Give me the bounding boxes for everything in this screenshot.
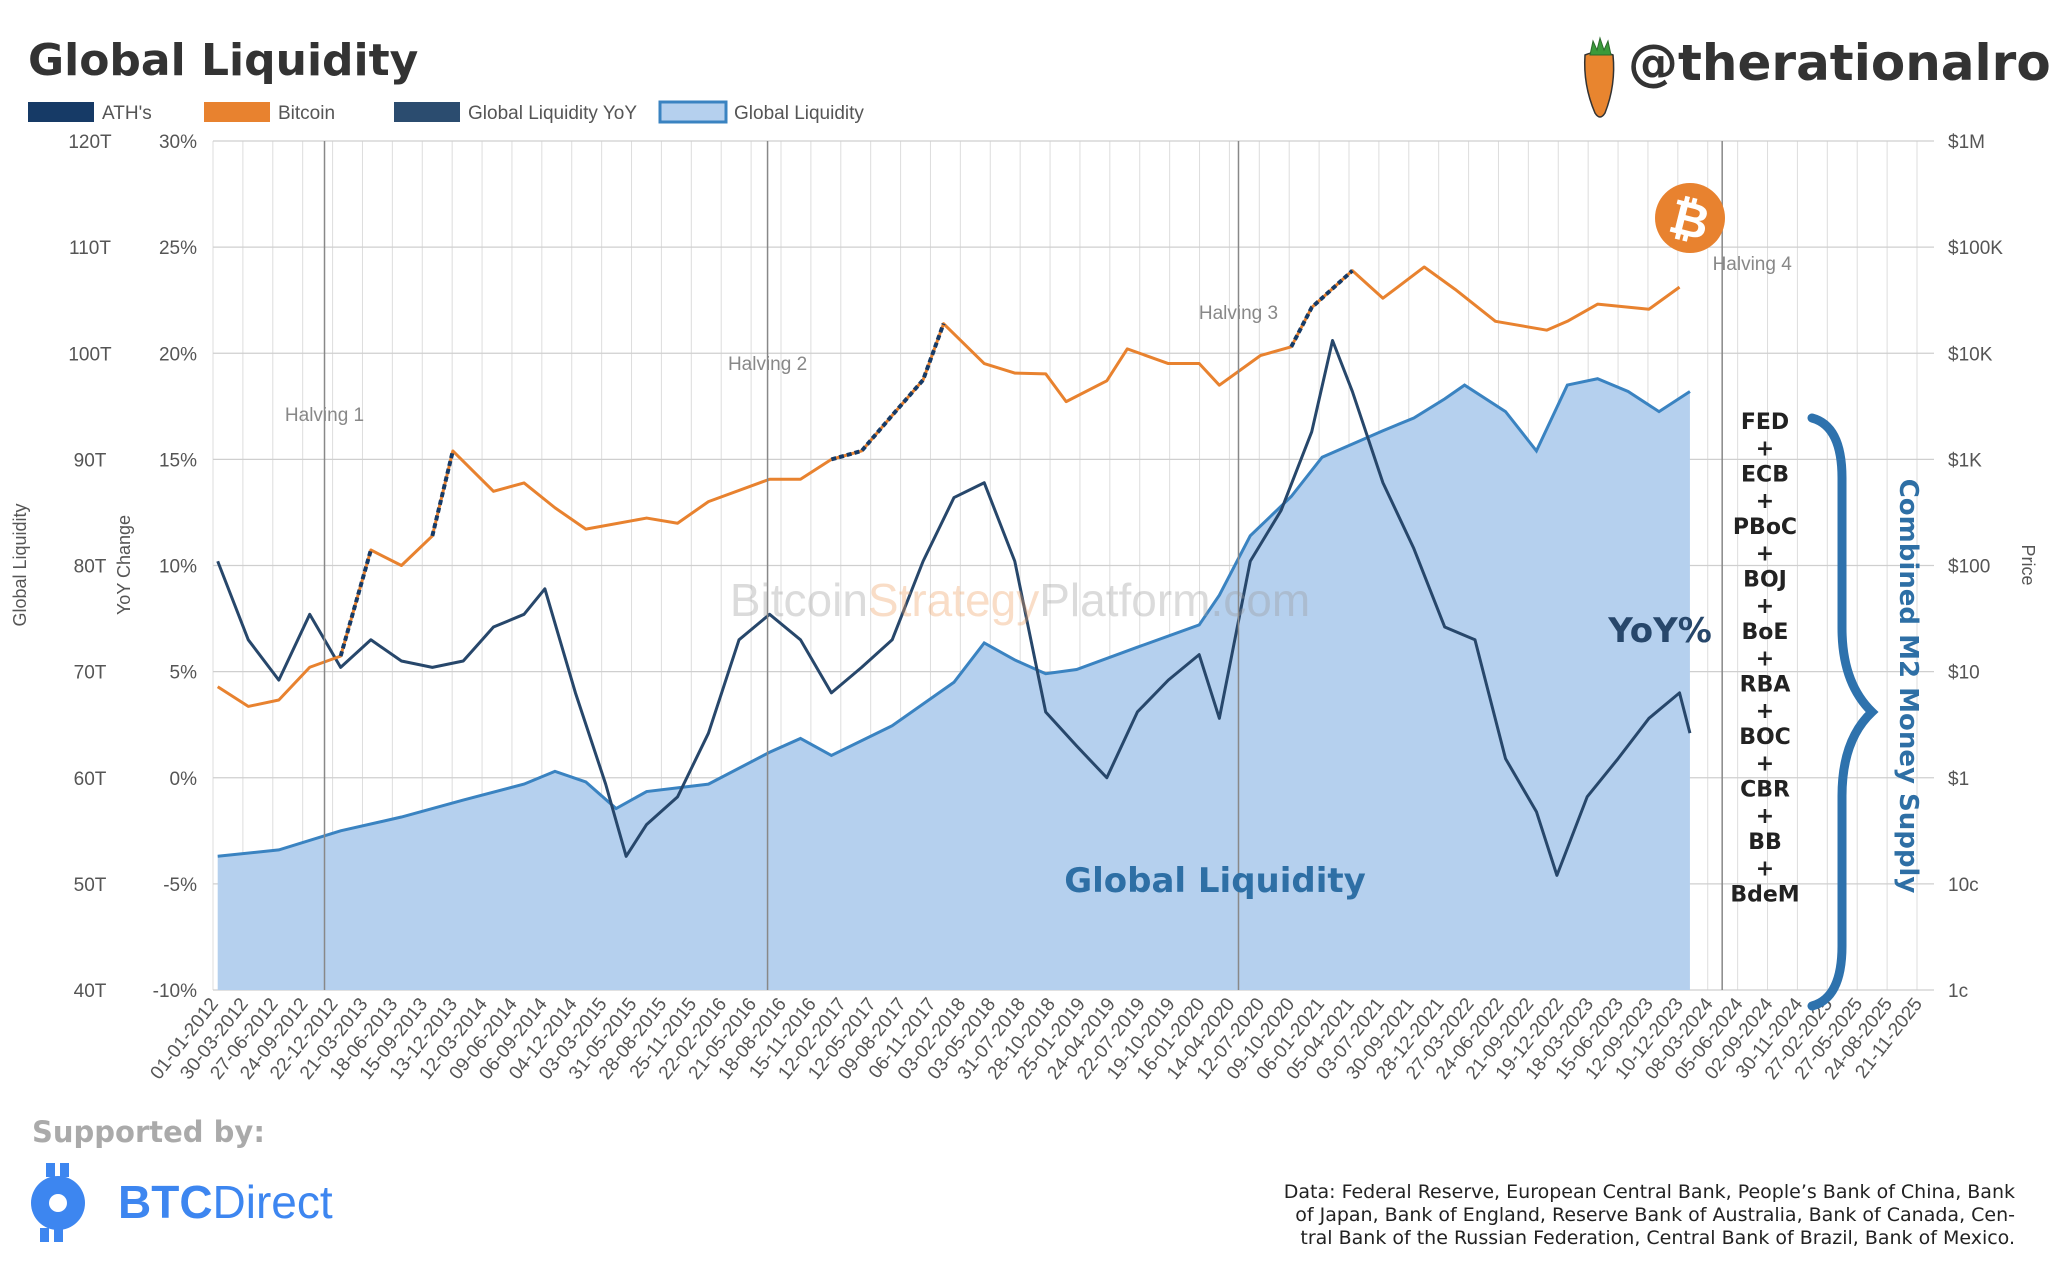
- watermark: BitcoinStrategyPlatform.com: [730, 574, 1310, 626]
- plus-sign: +: [1756, 646, 1774, 671]
- legend-swatch: [394, 102, 460, 122]
- halving-label: Halving 4: [1713, 254, 1793, 275]
- plus-sign: +: [1756, 804, 1774, 829]
- carrot-logo-icon: [1585, 38, 1614, 117]
- bitcoin-logo-icon: ₿: [1655, 183, 1725, 253]
- central-bank-label: CBR: [1740, 778, 1790, 803]
- supported-by-label: Supported by:: [32, 1115, 265, 1149]
- liquidity-tick-label: 60T: [74, 769, 107, 790]
- yoy-tick-label: 10%: [159, 557, 197, 578]
- curly-brace-icon: [1812, 418, 1872, 1006]
- central-banks-list: FED+ECB+PBoC+BOJ+BoE+RBA+BOC+CBR+BB+BdeM: [1730, 410, 1799, 908]
- halving-label: Halving 3: [1199, 303, 1278, 324]
- liquidity-tick-label: 50T: [74, 875, 107, 896]
- yoy-annotation: YoY%: [1607, 611, 1712, 651]
- plus-sign: +: [1756, 489, 1774, 514]
- sponsor-name: BTCDirect: [118, 1176, 333, 1228]
- legend-swatch: [204, 102, 270, 122]
- legend-swatch: [28, 102, 94, 122]
- price-tick-label: $1M: [1948, 132, 1985, 153]
- btcdirect-logo-icon: [31, 1163, 85, 1242]
- yoy-tick-label: 5%: [170, 663, 198, 684]
- legend-swatch: [660, 102, 726, 122]
- chart-legend: ATH's Bitcoin Global Liquidity YoY Global L…: [28, 102, 864, 124]
- halving-label: Halving 2: [728, 354, 807, 375]
- data-source-note: Data: Federal Reserve, European Central …: [1284, 1181, 2015, 1249]
- chart-title: Global Liquidity: [28, 35, 418, 86]
- plus-sign: +: [1756, 436, 1774, 461]
- plus-sign: +: [1756, 594, 1774, 619]
- central-bank-label: BoE: [1742, 620, 1789, 645]
- author-handle: @therationalroot: [1628, 34, 2050, 92]
- plus-sign: +: [1756, 856, 1774, 881]
- ath-segment: [1291, 271, 1352, 347]
- liquidity-tick-label: 80T: [74, 557, 107, 578]
- liquidity-tick-label: 120T: [68, 132, 112, 153]
- yoy-tick-label: 20%: [159, 344, 197, 365]
- ath-segment: [831, 324, 943, 460]
- yoy-tick-label: 0%: [170, 769, 198, 790]
- legend-item-label[interactable]: ATH's: [102, 103, 152, 124]
- yoy-tick-label: 15%: [159, 450, 197, 471]
- yoy-axis-title: YoY Change: [114, 515, 134, 615]
- liquidity-annotation: Global Liquidity: [1064, 861, 1366, 901]
- legend-item-label[interactable]: Bitcoin: [278, 103, 335, 124]
- svg-text:tral Bank of the Russian Feder: tral Bank of the Russian Federation, Cen…: [1300, 1227, 2015, 1249]
- plus-sign: +: [1756, 751, 1774, 776]
- price-tick-label: $1: [1948, 769, 1969, 790]
- liquidity-tick-label: 90T: [74, 450, 107, 471]
- central-bank-label: BOC: [1739, 725, 1791, 750]
- price-axis-title: Price: [2018, 544, 2038, 585]
- liquidity-tick-label: 40T: [74, 981, 107, 1002]
- combined-m2-label: Combined M2 Money Supply: [1893, 479, 1923, 894]
- liquidity-axis-title: Global Liquidity: [10, 503, 30, 626]
- central-bank-label: PBoC: [1733, 515, 1797, 540]
- liquidity-tick-label: 110T: [69, 238, 111, 259]
- svg-text:of Japan, Bank of England, Res: of Japan, Bank of England, Reserve Bank …: [1295, 1204, 2015, 1226]
- price-tick-label: $100K: [1948, 238, 2003, 259]
- yoy-tick-label: -10%: [153, 981, 197, 1002]
- central-bank-label: BdeM: [1730, 883, 1799, 908]
- liquidity-tick-label: 70T: [74, 663, 107, 684]
- plus-sign: +: [1756, 699, 1774, 724]
- legend-item-label[interactable]: Global Liquidity: [734, 103, 864, 124]
- halving-label: Halving 1: [285, 405, 364, 426]
- price-tick-label: $10K: [1948, 344, 1993, 365]
- price-tick-label: $10: [1948, 663, 1980, 684]
- price-tick-label: 10c: [1948, 875, 1979, 896]
- central-bank-label: RBA: [1740, 673, 1791, 698]
- yoy-tick-label: 30%: [159, 132, 197, 153]
- global-liquidity-area: [218, 379, 1690, 990]
- central-bank-label: BB: [1748, 830, 1782, 855]
- price-tick-label: 1c: [1948, 981, 1968, 1002]
- price-tick-label: $100: [1948, 557, 1990, 578]
- central-bank-label: BOJ: [1743, 568, 1787, 593]
- plus-sign: +: [1756, 541, 1774, 566]
- legend-item-label[interactable]: Global Liquidity YoY: [468, 103, 637, 124]
- yoy-tick-label: -5%: [163, 875, 197, 896]
- price-tick-label: $1K: [1948, 450, 1982, 471]
- svg-text:Data: Federal Reserve, Europea: Data: Federal Reserve, European Central …: [1284, 1181, 2015, 1203]
- central-bank-label: FED: [1741, 410, 1789, 435]
- liquidity-tick-label: 100T: [68, 344, 112, 365]
- yoy-tick-label: 25%: [159, 238, 197, 259]
- central-bank-label: ECB: [1741, 463, 1789, 488]
